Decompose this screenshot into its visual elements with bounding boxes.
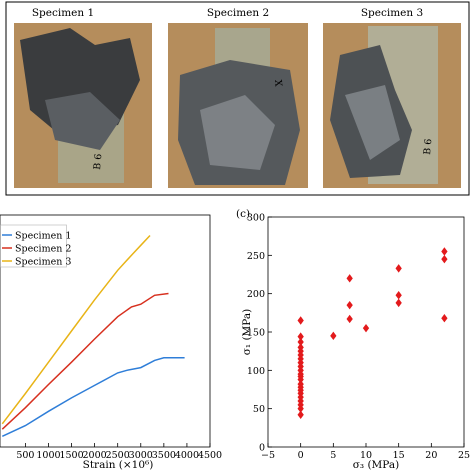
sigma-y-tick-label: 250 xyxy=(247,251,265,262)
strain-x-tick-label: 2500 xyxy=(106,450,130,461)
strain-legend-label: Specimen 3 xyxy=(15,257,71,268)
sigma-points xyxy=(297,247,448,419)
sigma-y-ticks: 0 50 100 150 200 250 300 xyxy=(247,213,272,454)
photo-specimen-2: X xyxy=(168,23,308,188)
sigma-y-tick-label: 50 xyxy=(253,404,265,415)
photo-specimen-1: B 6 xyxy=(14,23,152,188)
sigma-point xyxy=(297,316,304,325)
strain-series-lines xyxy=(1,234,185,437)
sigma-x-tick-label: −5 xyxy=(261,450,275,461)
photo-title-3: Specimen 3 xyxy=(361,7,423,19)
strain-series-2-line xyxy=(1,292,169,430)
sigma-x-tick-label: 25 xyxy=(458,450,470,461)
sigma-y-tick-label: 200 xyxy=(247,289,265,300)
strain-series-1-line xyxy=(1,357,185,437)
strain-legend: Specimen 1 Specimen 2 Specimen 3 xyxy=(0,224,71,268)
strain-series-3-line xyxy=(1,234,151,425)
strain-x-tick-label: 4500 xyxy=(198,450,222,461)
sigma-point xyxy=(441,247,448,256)
sigma-x-tick-label: 5 xyxy=(330,450,336,461)
sigma-y-tick-label: 300 xyxy=(247,213,265,224)
sigma-y-tick-label: 0 xyxy=(259,443,265,454)
sigma-point xyxy=(362,323,370,333)
photo-title-2: Specimen 2 xyxy=(207,7,269,19)
sigma-x-ticks: −5 0 5 10 15 20 25 xyxy=(261,443,470,461)
sigma-point xyxy=(297,332,304,341)
photo-1-fragments-light xyxy=(45,92,120,150)
strain-x-tick-label: 2000 xyxy=(83,450,107,461)
strain-axes-frame xyxy=(0,214,211,448)
photo-2-fragments-light xyxy=(200,95,275,170)
strain-legend-label: Specimen 1 xyxy=(15,231,71,242)
sigma-point xyxy=(330,331,337,341)
strain-x-tick-label: 3000 xyxy=(129,450,153,461)
sigma-x-tick-label: 0 xyxy=(298,450,304,461)
sigma-y-tick-label: 100 xyxy=(247,366,265,377)
sigma-point xyxy=(395,291,402,300)
sigma-y-tick-label: 150 xyxy=(247,328,265,339)
strain-x-tick-label: 1500 xyxy=(59,450,83,461)
photo-3-fragments-light xyxy=(345,85,400,160)
sigma-x-axis-label: σ₃ (MPa) xyxy=(353,459,400,471)
strain-x-tick-label: 500 xyxy=(16,450,34,461)
strain-x-tick-label: 4000 xyxy=(175,450,199,461)
photo-3-mark: B 6 xyxy=(422,138,434,155)
panel-c-label: (c) xyxy=(236,208,250,220)
sigma-x-tick-label: 15 xyxy=(393,450,405,461)
strain-legend-label: Specimen 2 xyxy=(15,244,71,255)
strain-legend-box xyxy=(0,224,67,268)
sigma-point xyxy=(297,337,304,347)
strain-x-axis-label: Strain (×10⁶) xyxy=(83,459,154,471)
sigma-point xyxy=(346,274,353,283)
sigma-point xyxy=(395,264,402,273)
sigma-point xyxy=(346,314,353,324)
sigma-x-tick-label: 10 xyxy=(360,450,372,461)
photo-specimen-3: B 6 xyxy=(323,23,461,188)
sigma-point xyxy=(297,343,304,352)
photo-1-mark: B 6 xyxy=(92,153,104,170)
strain-x-tick-label: 3500 xyxy=(152,450,176,461)
photo-title-1: Specimen 1 xyxy=(32,7,94,19)
sigma-point xyxy=(346,300,353,310)
sigma-point xyxy=(395,298,402,308)
photo-2-mark: X xyxy=(272,79,284,87)
sigma-y-axis-label: σ₁ (MPa) xyxy=(241,309,253,356)
sigma-point xyxy=(441,254,448,264)
sigma-point xyxy=(297,410,304,419)
strain-x-tick-label: 1000 xyxy=(36,450,60,461)
sigma-x-tick-label: 20 xyxy=(425,450,437,461)
sigma-point xyxy=(441,314,448,323)
sigma-point xyxy=(297,379,304,389)
